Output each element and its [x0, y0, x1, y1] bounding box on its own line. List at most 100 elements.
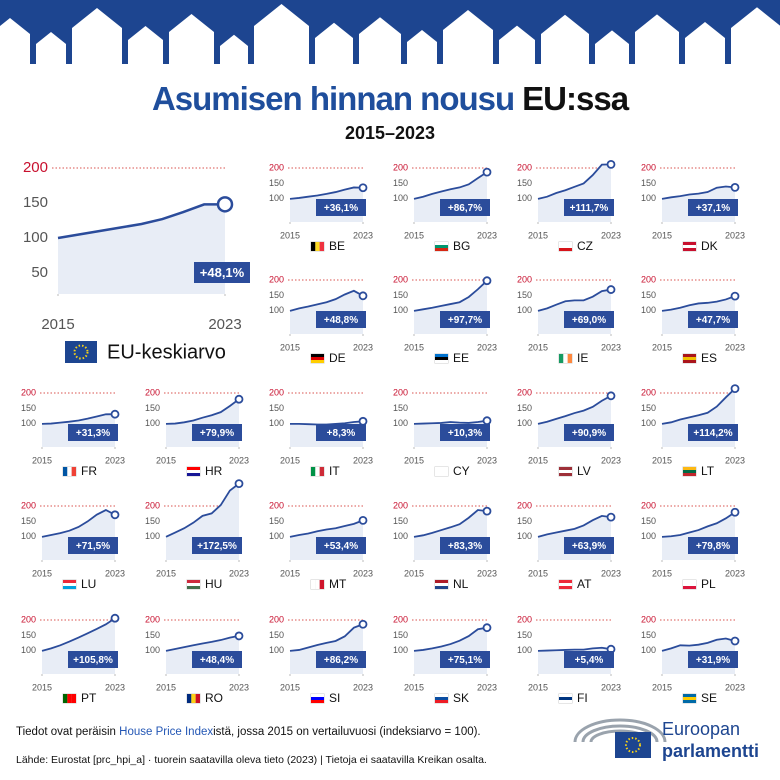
country-code: NL — [453, 577, 469, 591]
change-box — [688, 199, 738, 216]
y-tick-label: 150 — [641, 516, 656, 526]
house — [499, 25, 535, 65]
y-tick-label: 100 — [269, 305, 284, 315]
country-code: HU — [205, 577, 222, 591]
y-tick-label: 200 — [393, 162, 408, 172]
y-tick-label: 100 — [145, 645, 160, 655]
change-label: +8,3% — [327, 428, 356, 439]
change-box — [564, 651, 614, 668]
y-tick-label: 200 — [641, 614, 656, 624]
flag — [63, 694, 68, 703]
flag — [315, 467, 320, 476]
line — [289, 289, 364, 312]
flag — [435, 473, 448, 476]
flag — [559, 583, 572, 586]
x-tick-label: 2015 — [156, 682, 176, 692]
house — [128, 26, 163, 64]
x-tick-label: 2023 — [477, 342, 497, 352]
country-code: DE — [329, 351, 346, 365]
y-tick-label: 150 — [517, 630, 532, 640]
change-box — [192, 651, 242, 668]
change-label: +63,9% — [572, 541, 606, 552]
flag — [683, 248, 696, 251]
change-label: +83,3% — [448, 541, 482, 552]
end-marker — [482, 416, 492, 426]
line — [537, 646, 612, 652]
y-tick-label: 150 — [21, 630, 36, 640]
y-tick-label: 100 — [145, 531, 160, 541]
eu-stars — [73, 344, 89, 360]
house — [254, 4, 309, 64]
y-tick-label: 200 — [269, 387, 284, 397]
change-label: +5,4% — [575, 655, 604, 666]
house — [595, 30, 629, 64]
logo-text: Euroopan — [662, 719, 740, 739]
line — [413, 509, 488, 538]
flag — [559, 700, 572, 703]
flag — [683, 357, 696, 360]
y-tick-label: 150 — [393, 403, 408, 413]
y-tick-label: 200 — [641, 274, 656, 284]
end-marker — [730, 636, 740, 646]
x-tick-label: 2015 — [528, 342, 548, 352]
change-label: +172,5% — [197, 541, 237, 552]
change-box — [688, 311, 738, 328]
flag — [435, 242, 448, 245]
end-marker — [234, 631, 244, 641]
x-tick-label: 2023 — [725, 230, 745, 240]
x-tick-label: 2023 — [477, 568, 497, 578]
flag — [311, 354, 324, 357]
flag — [67, 694, 72, 703]
line — [289, 186, 364, 200]
change-box — [688, 424, 738, 441]
footer-note: Tiedot ovat peräisin House Price Indexis… — [16, 726, 481, 738]
house — [731, 7, 780, 64]
end-marker — [606, 159, 616, 169]
change-label: +75,1% — [448, 655, 482, 666]
x-tick-label: 2023 — [477, 682, 497, 692]
change-box — [564, 311, 614, 328]
change-label: +71,5% — [76, 541, 110, 552]
x-tick-label: 2023 — [105, 455, 125, 465]
y-tick-label: 100 — [517, 418, 532, 428]
end-marker — [730, 507, 740, 517]
end-marker — [234, 479, 244, 489]
flag — [311, 697, 324, 700]
y-tick-label: 100 — [23, 229, 48, 246]
y-tick-label: 100 — [393, 193, 408, 203]
y-tick-label: 150 — [393, 178, 408, 188]
x-tick-label: 2023 — [601, 455, 621, 465]
change-box — [564, 537, 614, 554]
change-label: +90,9% — [572, 428, 606, 439]
x-tick-label: 2015 — [528, 455, 548, 465]
x-tick-label: 2023 — [353, 342, 373, 352]
x-tick-label: 2023 — [353, 230, 373, 240]
y-tick-label: 150 — [641, 630, 656, 640]
x-tick-label: 2023 — [229, 682, 249, 692]
area — [58, 204, 225, 294]
y-tick-label: 200 — [269, 614, 284, 624]
house — [407, 30, 437, 64]
change-label: +48,8% — [324, 315, 358, 326]
flag — [319, 580, 324, 589]
y-tick-label: 100 — [517, 531, 532, 541]
change-box — [192, 537, 242, 554]
change-label: +114,2% — [693, 428, 732, 439]
flag — [311, 700, 324, 703]
flag — [559, 697, 572, 700]
x-tick-label: 2015 — [280, 568, 300, 578]
y-tick-label: 200 — [21, 614, 36, 624]
x-tick-label: 2023 — [725, 568, 745, 578]
change-label: +31,3% — [76, 428, 110, 439]
x-tick-label: 2015 — [156, 455, 176, 465]
y-tick-label: 150 — [269, 630, 284, 640]
country-code: FR — [81, 464, 97, 478]
house — [72, 8, 122, 64]
change-label: +69,0% — [572, 315, 606, 326]
title-highlight: EU:ssa — [522, 80, 630, 117]
change-box — [440, 199, 490, 216]
end-marker — [358, 291, 368, 301]
line — [165, 398, 240, 425]
